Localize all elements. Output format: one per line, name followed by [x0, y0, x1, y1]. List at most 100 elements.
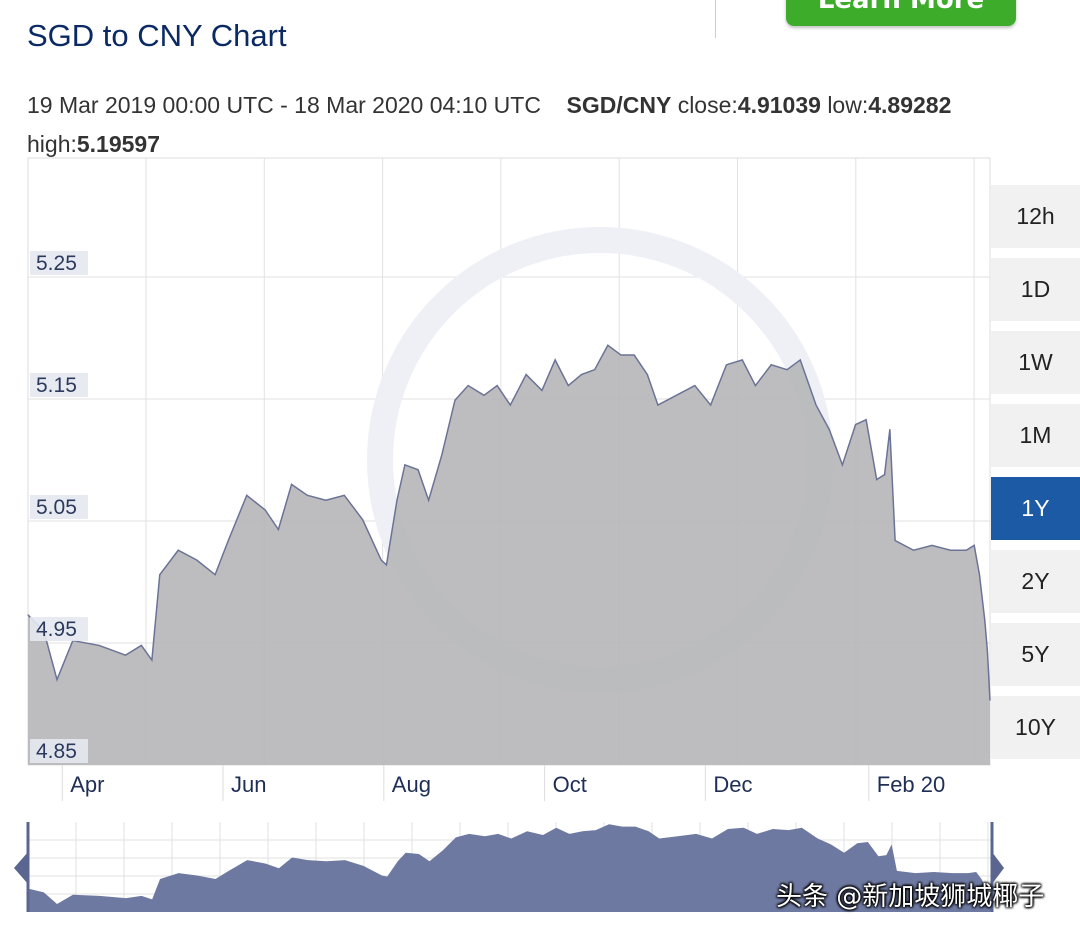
x-tick-label: Aug	[392, 772, 431, 797]
y-tick-bg	[30, 739, 88, 763]
data-point	[196, 559, 198, 561]
data-point	[454, 399, 456, 401]
data-point	[496, 385, 498, 387]
data-point	[159, 574, 161, 576]
navigator-right-handle[interactable]	[992, 852, 1004, 884]
y-tick-label: 5.15	[36, 374, 77, 397]
y-tick-bg	[30, 250, 88, 275]
range-2y[interactable]: 2Y	[991, 550, 1080, 613]
data-point	[214, 574, 216, 576]
data-point	[362, 519, 364, 521]
data-point	[828, 428, 830, 430]
page-title: SGD to CNY Chart	[27, 18, 287, 53]
data-point	[246, 494, 248, 496]
data-point	[694, 385, 696, 387]
range-12h[interactable]: 12h	[991, 185, 1080, 248]
range-5y[interactable]: 5Y	[991, 623, 1080, 686]
y-tick-label: 5.05	[36, 496, 77, 519]
data-point	[441, 454, 443, 456]
divider	[715, 0, 716, 38]
series-area	[28, 345, 990, 765]
date-range: 19 Mar 2019 00:00 UTC - 18 Mar 2020 04:1…	[27, 92, 541, 118]
high-label: high:	[27, 131, 77, 157]
data-point	[710, 404, 712, 406]
chart-summary: 19 Mar 2019 00:00 UTC - 18 Mar 2020 04:1…	[27, 86, 1067, 164]
data-point	[125, 654, 127, 656]
data-point	[725, 364, 727, 366]
data-point	[483, 394, 485, 396]
data-point	[417, 469, 419, 471]
data-point	[607, 344, 609, 346]
data-point	[986, 649, 988, 651]
data-point	[931, 544, 933, 546]
data-point	[884, 474, 886, 476]
data-point	[989, 699, 991, 701]
data-point	[646, 374, 648, 376]
data-point	[567, 385, 569, 387]
data-point	[949, 549, 951, 551]
watermark: 头条 @新加坡狮城椰子	[776, 882, 1045, 912]
data-point	[876, 478, 878, 480]
data-point	[770, 364, 772, 366]
range-1m[interactable]: 1M	[991, 404, 1080, 467]
range-1y[interactable]: 1Y	[991, 477, 1080, 540]
data-point	[913, 549, 915, 551]
data-point	[855, 424, 857, 426]
close-label: close:	[677, 92, 738, 118]
data-point	[380, 559, 382, 561]
data-point	[889, 428, 891, 430]
learn-more-button[interactable]: Learn More	[786, 0, 1016, 26]
range-1d[interactable]: 1D	[991, 258, 1080, 321]
data-point	[865, 419, 867, 421]
data-point	[594, 369, 596, 371]
x-tick-label: Apr	[70, 772, 104, 797]
range-1w[interactable]: 1W	[991, 331, 1080, 394]
pair: SGD/CNY	[566, 92, 672, 118]
y-tick-bg	[30, 616, 88, 641]
data-point	[554, 359, 556, 361]
data-point	[657, 404, 659, 406]
data-point	[264, 509, 266, 511]
data-point	[467, 385, 469, 387]
y-tick-label: 4.85	[36, 740, 77, 763]
data-point	[151, 659, 153, 661]
data-point	[633, 354, 635, 356]
data-point	[580, 374, 582, 376]
data-point	[620, 354, 622, 356]
data-point	[56, 679, 58, 681]
data-point	[306, 494, 308, 496]
data-point	[385, 564, 387, 566]
data-point	[525, 374, 527, 376]
x-tick-label: Dec	[713, 772, 752, 797]
data-point	[894, 540, 896, 542]
navigator-area	[28, 824, 992, 912]
data-point	[343, 494, 345, 496]
data-point	[277, 529, 279, 531]
range-selector: 12h 1D 1W 1M 1Y 2Y 5Y 10Y	[991, 185, 1080, 769]
data-point	[428, 499, 430, 501]
data-point	[973, 544, 975, 546]
data-point	[754, 385, 756, 387]
data-point	[227, 540, 229, 542]
data-point	[98, 644, 100, 646]
data-point	[509, 404, 511, 406]
data-point	[815, 404, 817, 406]
data-point	[27, 614, 29, 616]
data-point	[984, 619, 986, 621]
data-point	[741, 359, 743, 361]
y-tick-label: 5.25	[36, 252, 77, 275]
x-tick-label: Jun	[231, 772, 266, 797]
data-point	[799, 359, 801, 361]
y-tick-bg	[30, 494, 88, 519]
data-point	[325, 499, 327, 501]
x-tick-label: Feb 20	[877, 772, 946, 797]
close-value: 4.91039	[737, 92, 821, 118]
data-point	[404, 464, 406, 466]
data-point	[396, 499, 398, 501]
range-10y[interactable]: 10Y	[991, 696, 1080, 759]
data-point	[786, 369, 788, 371]
y-tick-bg	[30, 372, 88, 397]
navigator-left-handle[interactable]	[14, 852, 28, 884]
data-point	[841, 464, 843, 466]
